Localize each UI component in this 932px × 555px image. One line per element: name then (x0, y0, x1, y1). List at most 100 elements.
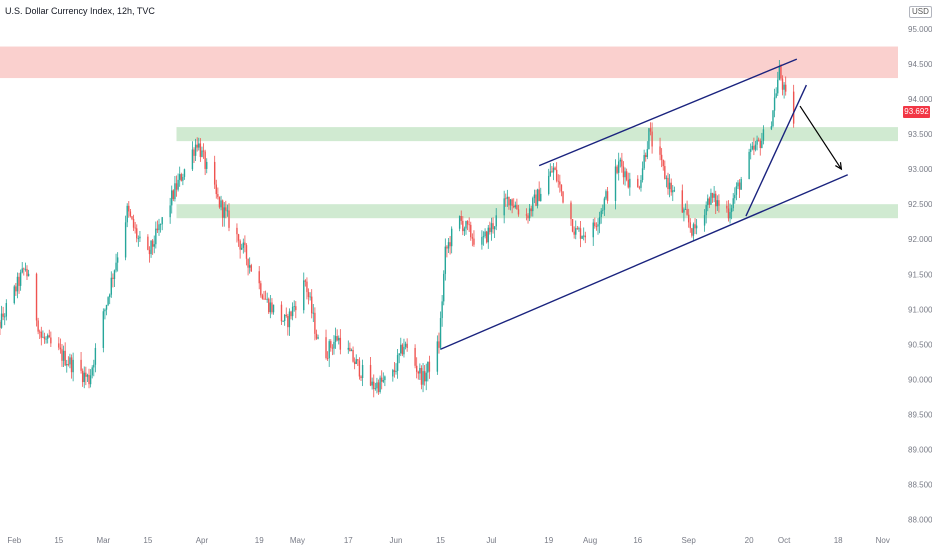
candle-body (734, 194, 736, 199)
candle-body (245, 245, 248, 259)
candle-body (347, 347, 349, 350)
candle-body (43, 336, 46, 340)
candle-body (571, 219, 574, 232)
candle-body (206, 161, 208, 169)
y-tick-label: 90.000 (908, 375, 932, 384)
candle-body (373, 381, 375, 390)
candle-body (282, 321, 284, 322)
candle-body (648, 128, 650, 150)
candle-body (641, 168, 644, 180)
candle-body (485, 231, 488, 243)
candle-body (716, 200, 719, 207)
candle-body (463, 228, 466, 232)
candle-body (174, 183, 176, 200)
candle-body (726, 205, 728, 209)
candle-body (614, 166, 617, 201)
candle-body (183, 169, 186, 177)
candle-body (792, 91, 795, 124)
candle-body (751, 145, 754, 150)
candle-body (557, 180, 559, 182)
candle-body (578, 228, 580, 230)
candle-body (444, 246, 447, 274)
candle-body (762, 129, 765, 141)
candle-body (178, 174, 181, 180)
candle-body (400, 344, 402, 354)
candle-body (339, 337, 342, 350)
y-tick-label: 94.500 (908, 60, 932, 69)
y-tick-label: 88.500 (908, 480, 932, 489)
candle-body (616, 166, 618, 173)
candle-body (403, 346, 405, 355)
candle-body (134, 227, 136, 229)
candle-body (392, 370, 394, 377)
candle-body (756, 139, 758, 145)
candle-body (83, 372, 85, 383)
candle-body (228, 210, 230, 228)
candle-body (151, 240, 154, 247)
candle-body (288, 311, 291, 328)
candle-body (672, 190, 674, 193)
currency-badge[interactable]: USD (909, 6, 932, 18)
candle-body (600, 210, 602, 217)
candle-body (781, 78, 784, 90)
candle-body (473, 238, 475, 245)
candle-body (643, 155, 645, 169)
candle-body (487, 227, 489, 243)
candle-body (360, 376, 362, 378)
x-tick-label: 15 (54, 536, 63, 545)
candle-body (691, 228, 693, 236)
candle-body (570, 202, 572, 220)
candle-body (770, 126, 773, 130)
candle-body (508, 196, 510, 206)
candle-body (334, 336, 337, 342)
candle-body (15, 286, 17, 292)
candle-body (39, 331, 41, 333)
candle-body (603, 198, 606, 210)
candle-body (312, 312, 314, 314)
candle-body (376, 382, 378, 389)
candle-body (414, 347, 416, 366)
candle-body (105, 304, 108, 310)
candle-body (24, 268, 27, 270)
candle-body (158, 224, 160, 231)
candle-body (70, 357, 73, 373)
candle-body (649, 128, 652, 132)
candle-body (264, 298, 267, 300)
candle-body (81, 370, 84, 383)
candle-body (104, 309, 106, 312)
candle-body (514, 205, 517, 208)
candle-body (439, 318, 442, 348)
candle-body (325, 337, 327, 359)
candle-body (27, 273, 30, 277)
candle-body (177, 179, 179, 190)
candle-body (450, 228, 453, 247)
symbol-title: U.S. Dollar Currency Index, 12h, TVC (5, 6, 155, 16)
candle-body (242, 242, 245, 248)
projection-arrow-shaft (799, 105, 842, 170)
candle-body (196, 144, 198, 148)
candle-body (328, 341, 330, 359)
candle-body (263, 298, 265, 300)
candle-body (718, 200, 720, 206)
candle-body (436, 341, 439, 372)
candle-body (665, 177, 668, 179)
candle-body (396, 355, 399, 371)
candle-body (629, 178, 631, 188)
candle-body (204, 151, 206, 169)
x-tick-label: 15 (436, 536, 445, 545)
x-tick-label: Jun (390, 536, 403, 545)
candle-body (221, 200, 224, 218)
candle-body (94, 347, 97, 365)
candle-body (621, 159, 623, 167)
candle-body (317, 337, 319, 339)
candle-body (785, 84, 787, 92)
candle-body (750, 149, 752, 152)
candle-body (147, 236, 149, 250)
candle-body (295, 306, 297, 311)
candle-body (757, 139, 760, 141)
candle-body (19, 272, 22, 286)
candle-body (371, 381, 373, 386)
candle-body (124, 222, 127, 258)
